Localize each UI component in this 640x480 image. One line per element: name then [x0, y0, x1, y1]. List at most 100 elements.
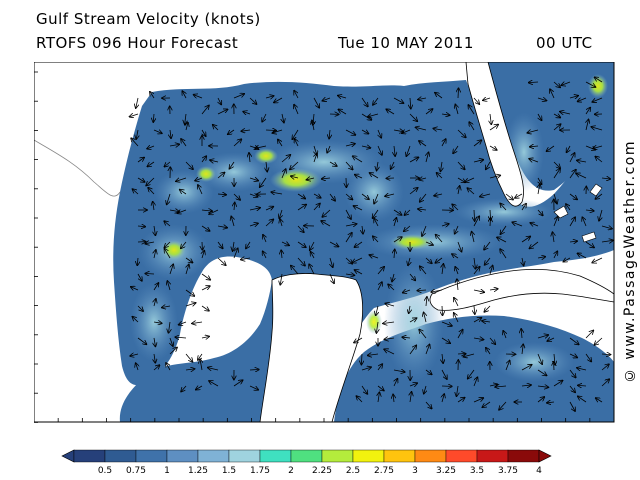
lon-tick-label: 80W: [508, 425, 526, 426]
current-arrow: [585, 331, 593, 339]
current-arrow: [167, 193, 171, 204]
current-arrow: [473, 140, 481, 147]
current-arrow: [473, 318, 481, 323]
current-arrow: [138, 273, 142, 281]
current-arrow: [181, 385, 187, 392]
current-arrow: [489, 337, 495, 344]
current-arrow: [170, 265, 173, 275]
current-arrow: [338, 96, 347, 98]
current-arrow: [136, 129, 138, 139]
current-arrow: [249, 370, 259, 371]
current-arrow: [474, 305, 475, 314]
current-arrow: [154, 250, 156, 259]
current-arrow: [311, 252, 314, 259]
current-arrow: [233, 139, 241, 147]
current-arrow: [402, 130, 411, 133]
current-arrow: [263, 251, 266, 259]
map-title: Gulf Stream Velocity (knots): [36, 10, 261, 28]
current-arrow: [442, 353, 443, 363]
legend-swatch: [383, 449, 416, 463]
current-arrow: [409, 113, 417, 121]
current-arrow: [394, 379, 397, 387]
current-arrow: [408, 257, 410, 265]
current-arrow: [166, 363, 171, 371]
current-arrow: [441, 321, 452, 326]
current-arrow: [201, 337, 209, 339]
current-arrow: [218, 97, 221, 104]
current-arrow: [210, 160, 219, 162]
current-arrow: [601, 364, 609, 371]
lon-tick-label: 99W: [49, 425, 67, 426]
current-arrow: [578, 385, 587, 386]
current-arrow: [297, 193, 305, 199]
current-arrow: [537, 257, 545, 258]
current-arrow: [265, 130, 276, 131]
current-arrow: [295, 139, 298, 147]
current-arrow: [280, 273, 282, 285]
current-arrow: [165, 161, 171, 167]
lon-tick-label: 100W: [34, 425, 46, 426]
current-arrow: [441, 161, 443, 171]
legend-label: 1.5: [222, 466, 236, 476]
legend-high-arrow: [538, 449, 552, 463]
current-arrow: [130, 114, 139, 117]
current-arrow: [321, 221, 331, 227]
longitude-axis: 100W99W 98W 97W 96W 95W 94W 93W 92W 91W 90W 89W 88W…: [34, 418, 618, 426]
current-arrow: [137, 257, 138, 265]
current-arrow: [418, 98, 427, 100]
legend-swatch: [476, 449, 509, 463]
current-arrow: [417, 290, 427, 291]
current-arrow: [185, 353, 192, 362]
current-arrow: [137, 337, 146, 344]
legend-label: 3.5: [470, 466, 484, 476]
current-arrow: [170, 129, 171, 138]
current-arrow: [442, 264, 443, 275]
current-arrow: [323, 98, 331, 101]
current-arrow: [455, 225, 458, 234]
lon-tick-label: 76W: [605, 425, 618, 426]
current-arrow: [202, 129, 206, 136]
current-arrow: [409, 157, 418, 163]
current-arrow: [345, 209, 351, 219]
current-arrow: [564, 258, 571, 262]
current-arrow: [233, 380, 243, 387]
current-arrow: [162, 306, 171, 308]
current-arrow: [424, 385, 426, 394]
legend-label: 3: [412, 466, 418, 476]
current-arrow: [537, 386, 548, 387]
current-arrow: [241, 258, 251, 260]
lon-tick-label: 98W: [73, 425, 91, 426]
legend-label: 2.5: [346, 466, 360, 476]
current-arrow: [569, 385, 575, 392]
current-arrow: [329, 161, 337, 166]
current-arrow: [330, 257, 333, 267]
current-arrow: [489, 145, 497, 150]
current-arrow: [435, 93, 443, 99]
lon-tick-label: 86W: [363, 425, 381, 426]
current-arrow: [153, 202, 154, 211]
current-arrow: [528, 130, 539, 133]
current-arrow: [547, 402, 555, 403]
current-arrow: [425, 369, 432, 374]
legend-label: 0.5: [98, 466, 112, 476]
current-arrow: [409, 305, 410, 313]
current-arrow: [137, 158, 144, 163]
current-arrow: [453, 145, 459, 153]
current-arrow: [595, 337, 603, 345]
legend-swatch: [352, 449, 385, 463]
current-arrow: [133, 189, 139, 195]
current-arrow: [547, 338, 555, 341]
current-arrow: [424, 313, 426, 323]
current-arrow: [465, 177, 475, 182]
legend-swatch: [166, 449, 199, 463]
current-arrow: [294, 91, 299, 99]
current-map: 30N29N28N27N26N25N24N23N22N21N20N19N18N …: [34, 62, 618, 426]
current-arrow: [265, 96, 274, 98]
current-arrow: [384, 349, 395, 355]
current-arrow: [353, 156, 363, 163]
current-arrow: [547, 145, 555, 151]
current-arrow: [601, 226, 612, 229]
lon-tick-label: 90W: [267, 425, 285, 426]
current-arrow: [553, 114, 560, 118]
current-arrow: [425, 401, 432, 408]
